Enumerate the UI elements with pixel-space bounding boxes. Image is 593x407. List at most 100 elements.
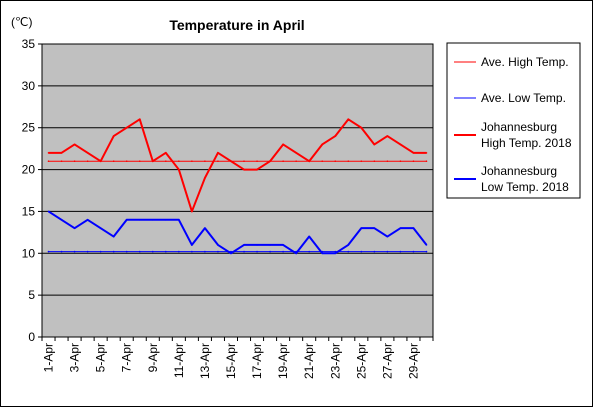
- data-point-series-4: [399, 227, 402, 229]
- x-tick-label: 1-Apr: [42, 343, 56, 372]
- data-point-series-2: [60, 250, 63, 253]
- data-point-series-1: [373, 160, 376, 162]
- y-tick-label: 5: [28, 288, 35, 302]
- data-point-series-2: [243, 250, 245, 253]
- data-point-series-2: [425, 250, 428, 253]
- data-point-series-1: [295, 160, 297, 162]
- data-point-series-1: [125, 160, 128, 162]
- data-point-series-2: [217, 250, 219, 253]
- data-point-series-3: [243, 168, 245, 171]
- x-tick-label: 11-Apr: [172, 343, 186, 378]
- data-point-series-2: [151, 250, 154, 253]
- data-point-series-3: [86, 152, 89, 154]
- legend-label: Johannesburg: [481, 164, 557, 178]
- y-tick-label: 30: [22, 79, 36, 93]
- data-point-series-2: [86, 250, 89, 253]
- data-point-series-1: [360, 160, 363, 162]
- data-point-series-3: [99, 160, 102, 162]
- data-point-series-3: [217, 152, 219, 154]
- data-point-series-2: [165, 250, 167, 253]
- data-point-series-2: [112, 250, 115, 253]
- data-point-series-2: [125, 250, 128, 253]
- data-point-series-1: [243, 160, 245, 162]
- data-point-series-1: [425, 160, 428, 162]
- data-point-series-3: [347, 118, 350, 121]
- data-point-series-4: [321, 252, 324, 255]
- data-point-series-2: [99, 250, 102, 253]
- x-tick-label: 25-Apr: [354, 343, 368, 379]
- plot-area: 0 5 10 15 20 25 30 35 1-Apr 3-Apr 5-Apr 7-Apr 9-Apr 1…: [22, 37, 434, 379]
- data-point-series-1: [412, 160, 415, 162]
- data-point-series-1: [399, 160, 402, 162]
- data-point-series-3: [308, 160, 310, 162]
- data-point-series-1: [282, 160, 284, 162]
- data-point-series-4: [99, 227, 102, 229]
- y-tick-label: 35: [22, 37, 36, 51]
- data-point-series-3: [412, 152, 415, 154]
- data-point-series-1: [321, 160, 324, 162]
- x-tick-label: 27-Apr: [380, 343, 394, 379]
- plot-background: [41, 43, 434, 338]
- data-point-series-3: [256, 168, 258, 171]
- legend-box: [446, 42, 581, 199]
- data-point-series-3: [73, 143, 76, 146]
- data-point-series-1: [73, 160, 76, 162]
- data-point-series-2: [256, 250, 258, 253]
- data-point-series-3: [360, 126, 363, 129]
- data-point-series-2: [204, 250, 206, 253]
- data-point-series-4: [125, 219, 128, 221]
- x-tick-label: 3-Apr: [68, 343, 82, 372]
- data-point-series-3: [60, 152, 63, 154]
- data-point-series-3: [269, 160, 271, 162]
- data-point-series-2: [73, 250, 76, 253]
- data-point-series-3: [334, 135, 337, 137]
- data-point-series-4: [112, 235, 115, 238]
- data-point-series-2: [412, 250, 415, 253]
- data-point-series-1: [178, 160, 180, 162]
- data-point-series-4: [308, 235, 310, 238]
- data-point-series-4: [73, 227, 76, 229]
- data-point-series-3: [373, 143, 376, 146]
- data-point-series-3: [295, 152, 297, 154]
- data-point-series-1: [112, 160, 115, 162]
- legend-label: Ave. High Temp.: [481, 55, 569, 69]
- chart-title: Temperature in April: [169, 17, 304, 33]
- data-point-series-1: [47, 160, 50, 162]
- series-line-4: [47, 210, 428, 255]
- data-point-series-4: [282, 244, 284, 246]
- data-point-series-4: [360, 227, 363, 229]
- data-point-series-4: [151, 219, 154, 221]
- x-tick-label: 19-Apr: [276, 343, 290, 379]
- data-point-series-3: [112, 135, 115, 137]
- data-point-series-3: [399, 143, 402, 146]
- data-point-series-2: [347, 250, 350, 253]
- data-point-series-4: [217, 244, 219, 246]
- data-point-series-2: [282, 250, 284, 253]
- x-tick-label: 29-Apr: [406, 343, 420, 379]
- data-point-series-2: [373, 250, 376, 253]
- data-point-series-4: [165, 219, 167, 221]
- data-point-series-1: [60, 160, 63, 162]
- series-line-3: [48, 118, 427, 213]
- data-point-series-4: [386, 235, 389, 238]
- data-point-series-1: [217, 160, 219, 162]
- data-point-series-4: [138, 219, 141, 221]
- y-unit-label: (℃): [11, 15, 32, 29]
- data-point-series-3: [151, 160, 154, 162]
- data-point-series-3: [425, 152, 428, 154]
- data-point-series-4: [243, 244, 245, 246]
- y-tick-label: 20: [22, 163, 36, 177]
- data-point-series-3: [386, 135, 389, 137]
- data-point-series-1: [386, 160, 389, 162]
- data-point-series-1: [165, 160, 167, 162]
- y-tick-label: 10: [22, 246, 36, 260]
- data-point-series-3: [230, 160, 232, 162]
- y-tick-label: 0: [28, 330, 35, 344]
- data-point-series-4: [347, 244, 350, 246]
- x-tick-label: 13-Apr: [198, 343, 212, 379]
- data-point-series-1: [191, 160, 193, 162]
- data-point-series-2: [47, 250, 50, 253]
- data-point-series-4: [191, 244, 193, 246]
